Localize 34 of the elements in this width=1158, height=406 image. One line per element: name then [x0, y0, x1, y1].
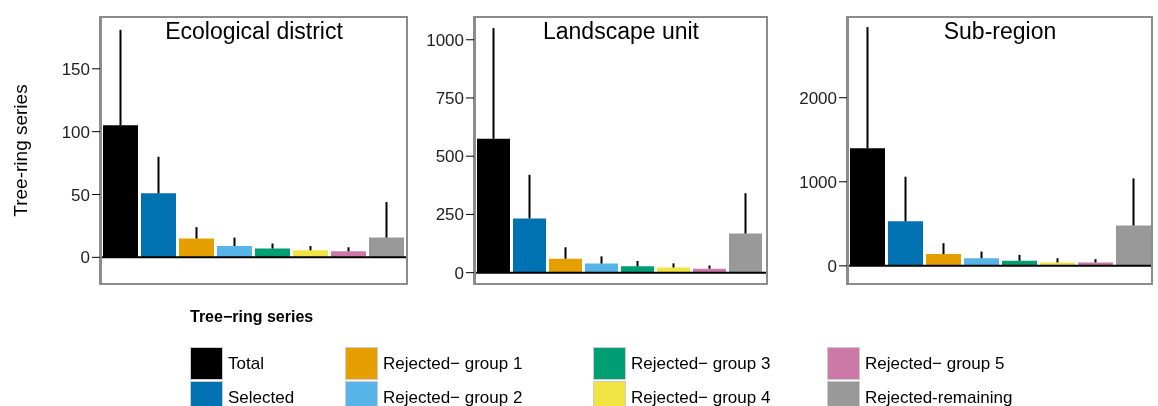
y-tick-label: 0 — [80, 248, 90, 268]
bar — [1116, 225, 1151, 266]
y-tick-label: 100 — [61, 122, 90, 142]
y-tick-label: 0 — [454, 263, 464, 283]
legend-label: Rejected− group 2 — [383, 387, 523, 406]
y-tick-label: 150 — [61, 59, 90, 79]
y-tick-label: 50 — [71, 185, 90, 205]
y-tick-label: 1000 — [426, 30, 464, 50]
bar — [729, 233, 762, 273]
y-tick-label: 750 — [435, 89, 464, 109]
bar — [513, 218, 546, 273]
chart-title: Landscape unit — [542, 18, 700, 45]
bar — [926, 254, 961, 266]
y-tick-label: 1000 — [799, 172, 837, 192]
bar — [369, 237, 404, 258]
y-tick-label: 250 — [435, 205, 464, 225]
legend-label: Total — [228, 353, 264, 374]
bar — [888, 221, 923, 266]
legend-title: Tree−ring series — [190, 308, 314, 326]
legend-label: Rejected− group 3 — [631, 353, 771, 374]
legend-label: Rejected− group 1 — [383, 353, 523, 374]
bar — [549, 258, 582, 273]
bar — [141, 193, 176, 258]
y-axis-title: Tree-ring series — [9, 84, 31, 217]
chart-title: Ecological district — [164, 18, 344, 45]
legend-label: Rejected− group 5 — [865, 353, 1005, 374]
y-tick-label: 0 — [827, 256, 837, 276]
bar — [179, 238, 214, 258]
y-tick-label: 2000 — [799, 88, 837, 108]
y-tick-label: 500 — [435, 147, 464, 167]
legend-label: Rejected-remaining — [865, 387, 1013, 406]
legend-label: Rejected− group 4 — [631, 387, 771, 406]
chart-title: Sub-region — [942, 18, 1058, 45]
legend-label: Selected — [228, 387, 295, 406]
